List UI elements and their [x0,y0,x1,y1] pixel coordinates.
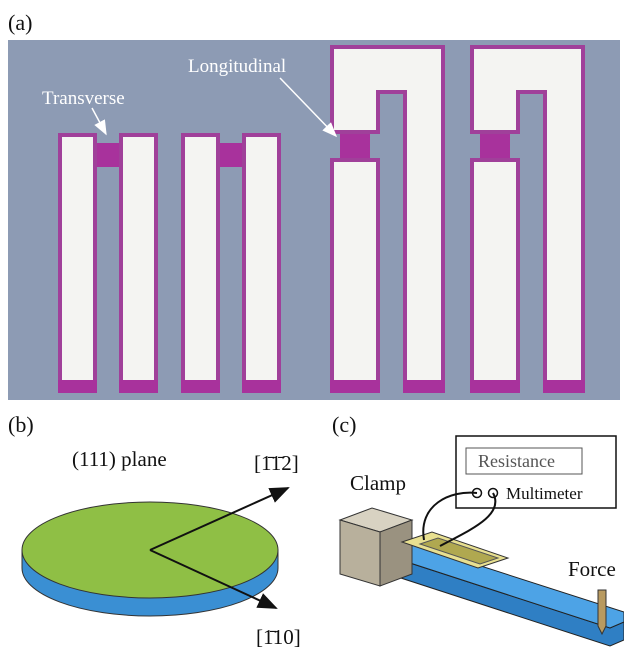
annotation: Resistance [478,451,555,471]
clamp [340,508,412,586]
annotation: Transverse [42,88,125,109]
panel-label: (c) [332,412,356,437]
annotation: (111) plane [72,447,167,471]
force-probe [598,590,606,634]
annotation: [1̄1̄2] [254,451,299,475]
annotation: Longitudinal [188,56,286,77]
panel-label: (a) [8,10,32,35]
annotation: Clamp [350,471,406,495]
annotation: Multimeter [506,484,583,503]
annotation: [1̄10] [256,625,301,649]
wafer [22,502,278,616]
figure: (a) Transverse Longitudinal (b) (111) pl… [0,0,624,659]
annotation: Force [568,557,616,581]
panel-label: (b) [8,412,34,437]
